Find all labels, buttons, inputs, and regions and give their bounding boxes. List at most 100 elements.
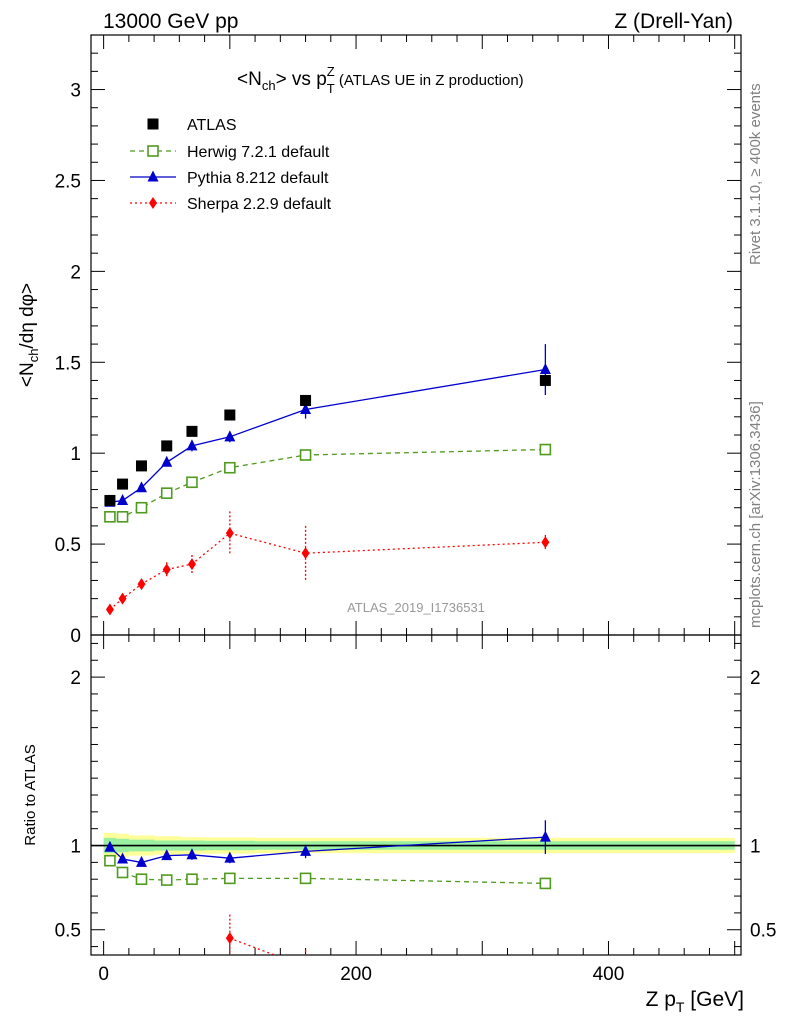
main-y-tick-label: 1.5 xyxy=(55,353,81,374)
main-point-herwig xyxy=(539,443,552,456)
ratio-series-pythia xyxy=(104,820,551,867)
plot-title: <Nch> vs pZ T (ATLAS UE in Z production) xyxy=(237,64,524,96)
ratio-y-tick-label: 0.5 xyxy=(55,921,81,942)
main-point-atlas xyxy=(161,440,173,452)
main-point-sherpa xyxy=(187,558,196,571)
legend-item-herwig: Herwig 7.2.1 default xyxy=(130,144,330,161)
main-point-pythia xyxy=(300,403,312,415)
ratio-point-pythia xyxy=(186,848,198,860)
x-tick-label: 200 xyxy=(340,964,372,985)
ratio-point-herwig xyxy=(224,872,236,885)
main-point-sherpa xyxy=(225,527,234,540)
main-point-atlas xyxy=(186,425,198,437)
header-right: Z (Drell-Yan) xyxy=(614,10,733,33)
ratio-line-herwig xyxy=(109,860,546,885)
main-series-atlas xyxy=(104,374,551,506)
legend-item-sherpa: Sherpa 2.2.9 default xyxy=(130,196,332,213)
ratio-y-axis-label: Ratio to ATLAS xyxy=(22,744,39,845)
main-y-tick-label: 1 xyxy=(70,444,81,465)
main-point-atlas xyxy=(117,478,129,490)
header-left: 13000 GeV pp xyxy=(103,10,238,33)
ratio-point-pythia xyxy=(104,840,116,852)
main-point-pythia xyxy=(117,493,129,505)
main-point-atlas xyxy=(104,494,116,506)
legend-label-pythia: Pythia 8.212 default xyxy=(187,170,329,187)
main-line-sherpa xyxy=(109,532,546,610)
title-rest: (ATLAS UE in Z production) xyxy=(335,72,524,89)
ratio-point-herwig xyxy=(160,874,173,886)
legend-label-herwig: Herwig 7.2.1 default xyxy=(187,144,330,161)
main-line-herwig xyxy=(109,448,546,518)
legend-label-sherpa: Sherpa 2.2.9 default xyxy=(187,196,332,213)
main-point-herwig xyxy=(135,501,148,514)
main-point-herwig xyxy=(104,511,116,523)
title-sup-z: Z xyxy=(327,64,335,79)
ratio-point-pythia xyxy=(300,844,312,856)
ratio-point-pythia xyxy=(539,830,551,842)
ratio-point-sherpa xyxy=(302,961,310,973)
main-plot-panel: ATLAS_2019_I1736531 <Nch> vs pZ T (ATLAS … xyxy=(17,34,742,647)
main-point-pythia xyxy=(224,430,236,442)
x-tick-label: 0 xyxy=(98,964,109,985)
main-series-pythia xyxy=(104,344,551,507)
main-point-atlas xyxy=(224,409,236,421)
ratio-line-sherpa xyxy=(229,937,277,955)
main-y-tick-label: 3 xyxy=(70,81,81,102)
ratio-y-tick-label: 2 xyxy=(70,668,81,689)
main-point-pythia xyxy=(186,439,198,451)
main-point-atlas xyxy=(300,394,312,406)
mcplots-label: mcplots.cern.ch [arXiv:1306.3436] xyxy=(747,401,764,628)
main-series-herwig xyxy=(104,443,552,523)
legend-item-pythia: Pythia 8.212 default xyxy=(130,170,329,187)
main-point-sherpa xyxy=(137,578,146,591)
svg-text:<Nch> vs pZT (ATLAS UE in Z pr: <Nch> vs pZ T (ATLAS UE in Z production) xyxy=(237,64,524,96)
main-point-atlas xyxy=(539,374,551,386)
ratio-y-tick-label-right: 2 xyxy=(750,668,761,689)
ratio-y-tick-label: 1 xyxy=(70,837,81,858)
main-point-sherpa xyxy=(301,547,310,560)
ratio-point-herwig xyxy=(104,854,116,867)
legend-marker-atlas xyxy=(147,118,159,130)
y-axis-label: <Nch/dη dφ> xyxy=(17,283,41,387)
ratio-y-tick-label-right: 1 xyxy=(750,837,761,858)
title-main: <N xyxy=(237,69,262,90)
legend-marker-sherpa xyxy=(149,197,157,209)
main-point-sherpa xyxy=(541,536,550,549)
ratio-point-herwig xyxy=(116,866,129,879)
x-axis-label: Z pT [GeV] xyxy=(646,988,744,1015)
main-y-tick-label: 0 xyxy=(70,626,81,647)
main-point-pythia xyxy=(135,481,147,493)
title-sub-ch: ch xyxy=(262,78,276,93)
main-y-tick-label: 2.5 xyxy=(55,171,81,192)
main-point-herwig xyxy=(160,487,173,499)
legend-item-atlas: ATLAS xyxy=(147,117,237,134)
legend-marker-pythia xyxy=(147,170,159,182)
ratio-series-sherpa xyxy=(225,914,310,973)
main-series-sherpa xyxy=(105,511,550,616)
main-point-herwig xyxy=(224,461,236,474)
main-point-pythia xyxy=(539,363,551,375)
main-y-tick-label: 2 xyxy=(70,262,81,283)
legend-label-atlas: ATLAS xyxy=(187,117,237,134)
ratio-point-pythia xyxy=(224,851,236,863)
ratio-point-pythia xyxy=(161,849,173,861)
ratio-point-pythia xyxy=(135,855,147,867)
ratio-point-herwig xyxy=(135,873,148,886)
ratio-point-sherpa xyxy=(225,932,234,945)
ratio-point-herwig xyxy=(539,877,552,890)
rivet-label: Rivet 3.1.10, ≥ 400k events xyxy=(747,83,764,265)
main-point-pythia xyxy=(161,455,173,467)
main-point-herwig xyxy=(116,511,129,523)
main-point-sherpa xyxy=(105,603,114,616)
main-point-herwig xyxy=(299,449,312,461)
main-point-sherpa xyxy=(118,592,127,605)
ratio-plot-frame xyxy=(90,634,742,956)
title-mid: > vs p xyxy=(276,69,327,90)
main-point-atlas xyxy=(135,460,147,472)
x-tick-label: 400 xyxy=(593,964,625,985)
ratio-y-tick-label-right: 0.5 xyxy=(750,921,776,942)
main-point-herwig xyxy=(186,476,198,489)
ratio-series-group xyxy=(104,820,552,973)
ratio-plot-panel: Ratio to ATLAS Z pT [GeV] 0 200 400 0.5 0.5 1… xyxy=(22,634,776,1015)
